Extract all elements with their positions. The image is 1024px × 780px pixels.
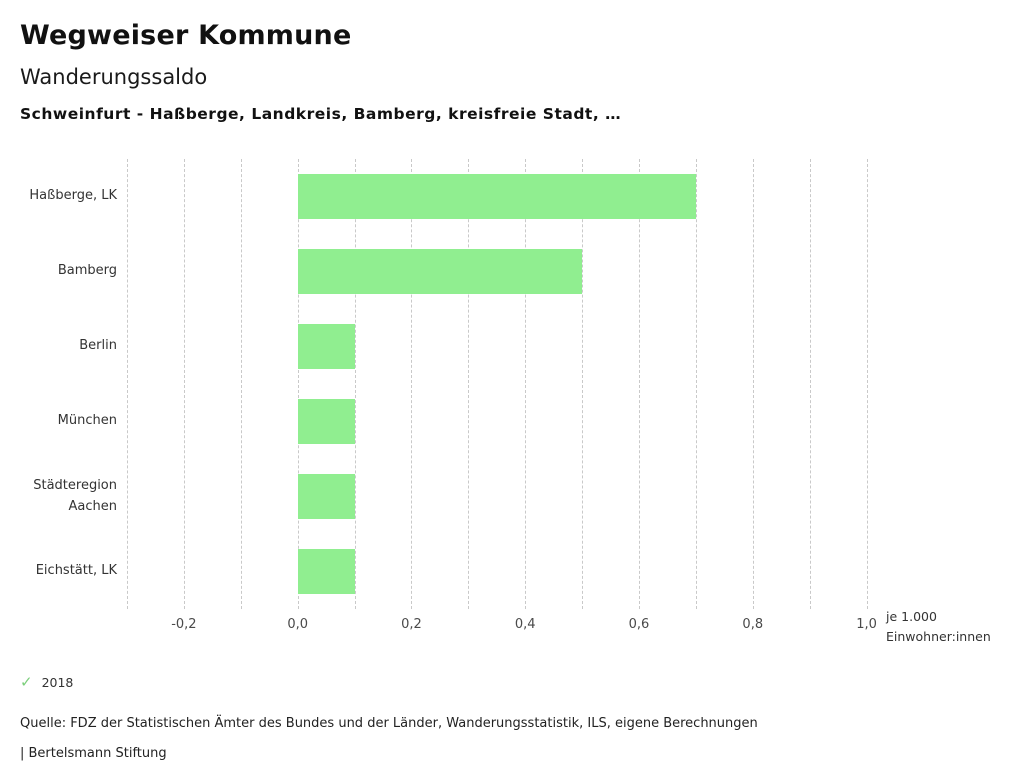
x-tick-label: 1,0 [856, 617, 877, 632]
category-label: Haßberge, LK [29, 188, 117, 204]
legend-item-2018[interactable]: ✓ 2018 [20, 673, 74, 691]
gridline [183, 159, 185, 609]
gridline [695, 159, 697, 609]
axis-unit-line-1: je 1.000 [886, 609, 937, 624]
bar-4[interactable] [297, 399, 355, 444]
x-axis: -0,2 0,0 0,2 0,4 0,6 0,8 1,0 [127, 617, 895, 637]
gridline [752, 159, 754, 609]
check-icon: ✓ [20, 673, 33, 691]
axis-unit-line-2: Einwohner:innen [886, 629, 991, 644]
indicator-title: Wanderungssaldo [20, 65, 208, 89]
x-tick-label: 0,0 [287, 617, 308, 632]
legend-label: 2018 [41, 675, 74, 690]
x-tick-label: 0,4 [514, 617, 536, 632]
regions-subtitle: Schweinfurt - Haßberge, Landkreis, Bambe… [20, 105, 622, 123]
category-label: München [57, 413, 117, 429]
gridline [866, 159, 868, 609]
category-label: Berlin [79, 338, 117, 354]
wegweiser-kommune-page: Wegweiser Kommune Wanderungssaldo Schwei… [20, 20, 1004, 761]
gridline [297, 159, 299, 609]
x-tick-label: 0,2 [401, 617, 422, 632]
category-label: Bamberg [57, 263, 117, 279]
bar-chart: Haßberge, LK Bamberg Berlin München Städtere… [20, 159, 1004, 644]
bar-1[interactable] [297, 174, 696, 219]
category-label: Eichstätt, LK [35, 563, 117, 579]
bar-5[interactable] [297, 473, 355, 519]
gridline [411, 159, 413, 609]
gridline [525, 159, 527, 609]
x-tick-label: 0,8 [742, 617, 764, 632]
bar-6[interactable] [297, 549, 355, 594]
app-title: Wegweiser Kommune [20, 20, 352, 51]
source-text: Quelle: FDZ der Statistischen Ämter des … [20, 716, 758, 731]
category-labels: Haßberge, LK Bamberg Berlin München Städtere… [20, 159, 117, 609]
bar-2[interactable] [297, 248, 583, 294]
x-tick-label: 0,6 [628, 617, 650, 632]
gridline [354, 159, 356, 609]
gridline [127, 159, 128, 609]
category-label: Städteregion Aachen [33, 478, 117, 514]
bar-3[interactable] [297, 323, 355, 369]
brand-text: | Bertelsmann Stiftung [20, 746, 167, 761]
gridline [639, 159, 640, 609]
plot-area [127, 159, 895, 609]
gridline [468, 159, 470, 609]
gridline [240, 159, 242, 609]
x-tick-label: -0,2 [171, 617, 197, 632]
gridline [582, 159, 584, 609]
axis-unit-label: je 1.000 Einwohner:innen [886, 607, 1001, 647]
gridline [809, 159, 811, 609]
